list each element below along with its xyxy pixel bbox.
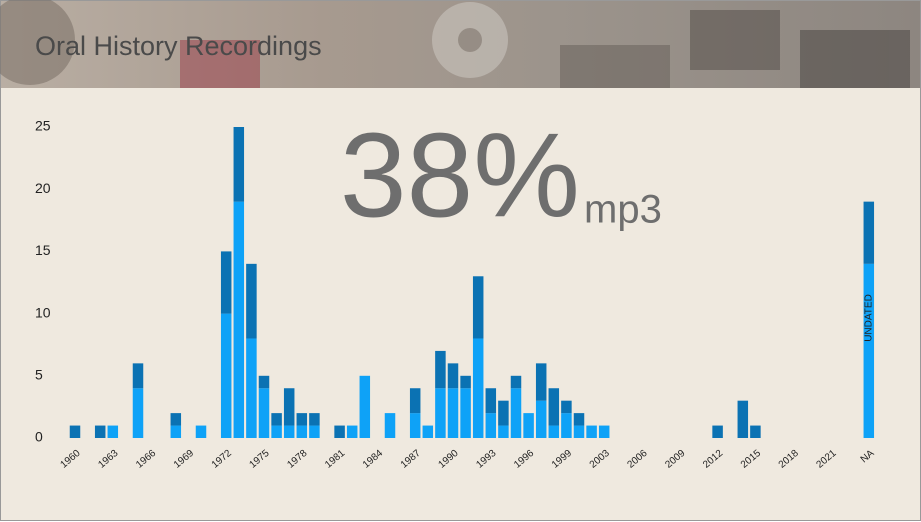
bar-segment bbox=[271, 413, 282, 425]
bar-segment bbox=[586, 426, 597, 438]
bar-segment bbox=[234, 202, 245, 438]
bar-segment bbox=[460, 388, 471, 438]
bar-segment bbox=[259, 376, 270, 388]
bar-segment bbox=[284, 426, 295, 438]
bar-segment bbox=[309, 426, 320, 438]
bar-segment bbox=[750, 426, 761, 438]
page-title: Oral History Recordings bbox=[35, 31, 322, 61]
bar-segment bbox=[473, 276, 484, 338]
bar-segment bbox=[460, 376, 471, 388]
bar-segment bbox=[423, 426, 434, 438]
bar-segment bbox=[561, 413, 572, 438]
bar-segment bbox=[246, 338, 257, 438]
bar-segment bbox=[334, 426, 345, 438]
bar-segment bbox=[486, 413, 497, 438]
bar-segment bbox=[309, 413, 320, 425]
y-tick-label: 25 bbox=[35, 118, 51, 134]
bar-segment bbox=[297, 426, 308, 438]
bar-segment bbox=[435, 351, 446, 388]
bar-segment bbox=[574, 426, 585, 438]
bar-segment bbox=[549, 426, 560, 438]
y-tick-label: 20 bbox=[35, 180, 51, 196]
bar-segment bbox=[435, 388, 446, 438]
bar-segment bbox=[234, 127, 245, 202]
bar-segment bbox=[498, 401, 509, 426]
bar-segment bbox=[108, 426, 119, 438]
bar-segment bbox=[385, 413, 396, 438]
bar-segment bbox=[133, 388, 144, 438]
y-tick-label: 15 bbox=[35, 242, 51, 258]
bar-segment bbox=[284, 388, 295, 425]
slide: Oral History Recordings 38% mp3 0 5 10 15 20… bbox=[0, 0, 921, 522]
bar-segment bbox=[259, 388, 270, 438]
bar-segment bbox=[271, 426, 282, 438]
headline-value: 38% bbox=[340, 109, 580, 243]
bar-segment bbox=[297, 413, 308, 425]
bar-segment bbox=[511, 388, 522, 438]
y-tick-label: 10 bbox=[35, 304, 51, 320]
bar-segment bbox=[221, 314, 232, 438]
bar-segment bbox=[549, 388, 560, 425]
bar-segment bbox=[498, 426, 509, 438]
bar-segment bbox=[410, 413, 421, 438]
bar-segment bbox=[171, 426, 182, 438]
y-tick-label: 5 bbox=[35, 367, 43, 383]
bar-segment bbox=[561, 401, 572, 413]
bar-segment bbox=[712, 426, 723, 438]
y-tick-label: 0 bbox=[35, 429, 43, 445]
bar-segment bbox=[410, 388, 421, 413]
bar-segment bbox=[536, 401, 547, 438]
bar-segment bbox=[196, 426, 207, 438]
bar-segment bbox=[473, 338, 484, 438]
bar-segment bbox=[171, 413, 182, 425]
bar-segment bbox=[448, 388, 459, 438]
bar-segment bbox=[70, 426, 81, 438]
bar-segment bbox=[221, 251, 232, 313]
bar-segment bbox=[523, 413, 534, 438]
bar-segment bbox=[95, 426, 106, 438]
bar-segment bbox=[738, 401, 749, 438]
headline-unit: mp3 bbox=[584, 188, 662, 232]
bar-segment bbox=[864, 202, 875, 264]
bar-segment bbox=[574, 413, 585, 425]
bar-segment bbox=[486, 388, 497, 413]
bar-segment bbox=[133, 363, 144, 388]
bar-annotation: UNDATED bbox=[863, 294, 874, 342]
bar-segment bbox=[360, 376, 371, 438]
bar-segment bbox=[536, 363, 547, 400]
bar-segment bbox=[246, 264, 257, 339]
bar-segment bbox=[347, 426, 358, 438]
bar-segment bbox=[448, 363, 459, 388]
bar-segment bbox=[599, 426, 610, 438]
bar-segment bbox=[864, 264, 875, 438]
bar-segment bbox=[511, 376, 522, 388]
